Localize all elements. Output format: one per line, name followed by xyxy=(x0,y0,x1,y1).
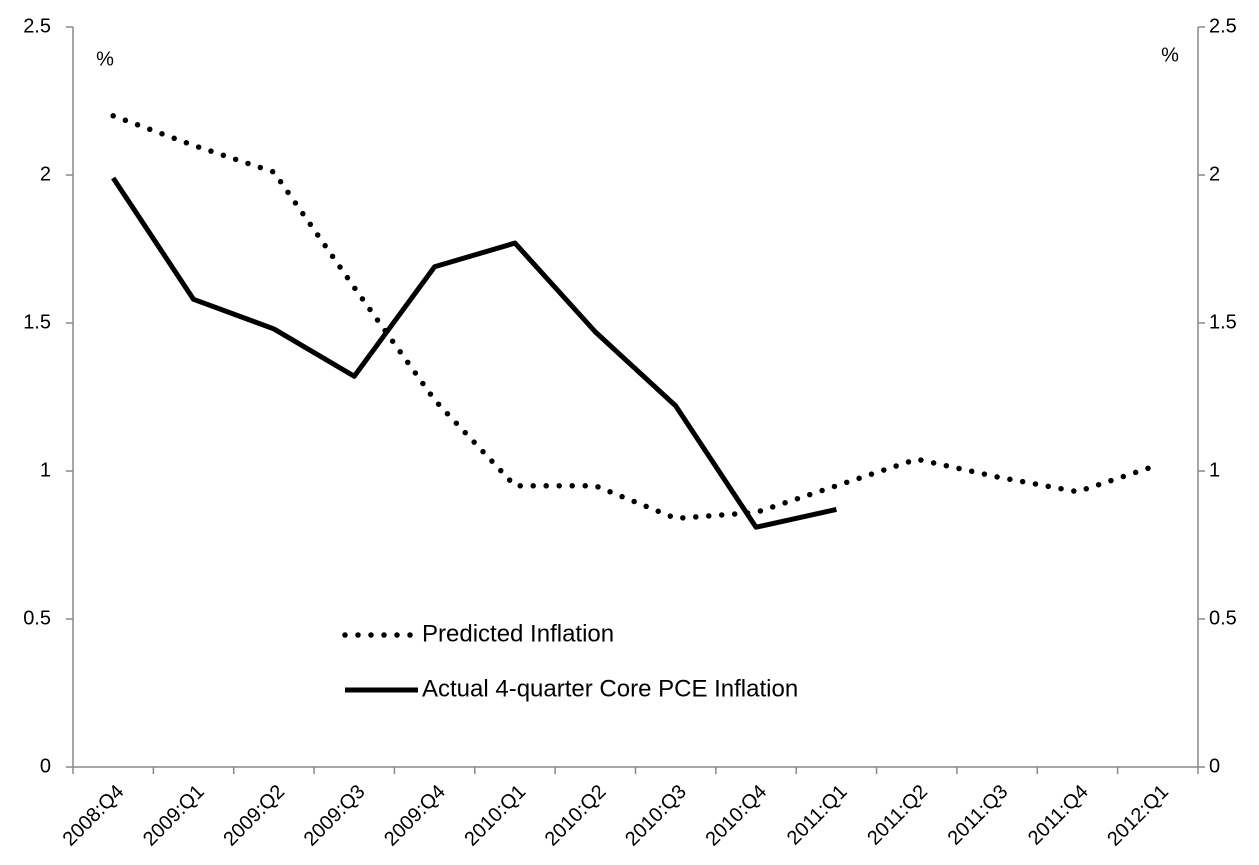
x-tick-label: 2009:Q2 xyxy=(219,781,289,851)
y-tick-label: 1.5 xyxy=(23,311,51,333)
y-tick-label: 0 xyxy=(40,755,51,777)
y-tick-label: 2 xyxy=(40,163,51,185)
legend-label: Predicted Inflation xyxy=(422,620,614,647)
x-tick-label: 2011:Q1 xyxy=(783,781,852,850)
y-tick-label: 0.5 xyxy=(23,607,51,629)
y-axis-label: % xyxy=(96,48,114,70)
x-tick-label: 2010:Q2 xyxy=(541,781,611,851)
x-tick-label: 2011:Q3 xyxy=(944,781,1013,850)
y-tick-label: 1 xyxy=(40,459,51,481)
x-tick-label: 2012:Q1 xyxy=(1103,781,1173,851)
y2-tick-label: 2 xyxy=(1209,163,1220,185)
y2-tick-label: 1.5 xyxy=(1209,311,1237,333)
x-tick-label: 2009:Q4 xyxy=(380,781,450,851)
x-tick-label: 2008:Q4 xyxy=(59,781,129,851)
x-tick-label: 2009:Q1 xyxy=(139,781,209,851)
y2-tick-label: 0 xyxy=(1209,755,1220,777)
series-line xyxy=(110,113,1161,522)
y2-tick-label: 0.5 xyxy=(1209,607,1237,629)
x-tick-label: 2010:Q3 xyxy=(621,781,691,851)
y2-tick-label: 1 xyxy=(1209,459,1220,481)
x-tick-label: 2010:Q1 xyxy=(460,781,530,851)
y2-tick-label: 2.5 xyxy=(1209,15,1237,37)
series-line xyxy=(111,176,837,530)
y-tick-label: 2.5 xyxy=(23,15,51,37)
x-tick-label: 2009:Q3 xyxy=(300,781,370,851)
x-tick-label: 2011:Q4 xyxy=(1024,781,1093,850)
y2-axis-label: % xyxy=(1161,44,1179,66)
legend-label: Actual 4-quarter Core PCE Inflation xyxy=(422,675,798,702)
x-tick-label: 2011:Q2 xyxy=(863,781,932,850)
x-tick-label: 2010:Q4 xyxy=(701,781,771,851)
